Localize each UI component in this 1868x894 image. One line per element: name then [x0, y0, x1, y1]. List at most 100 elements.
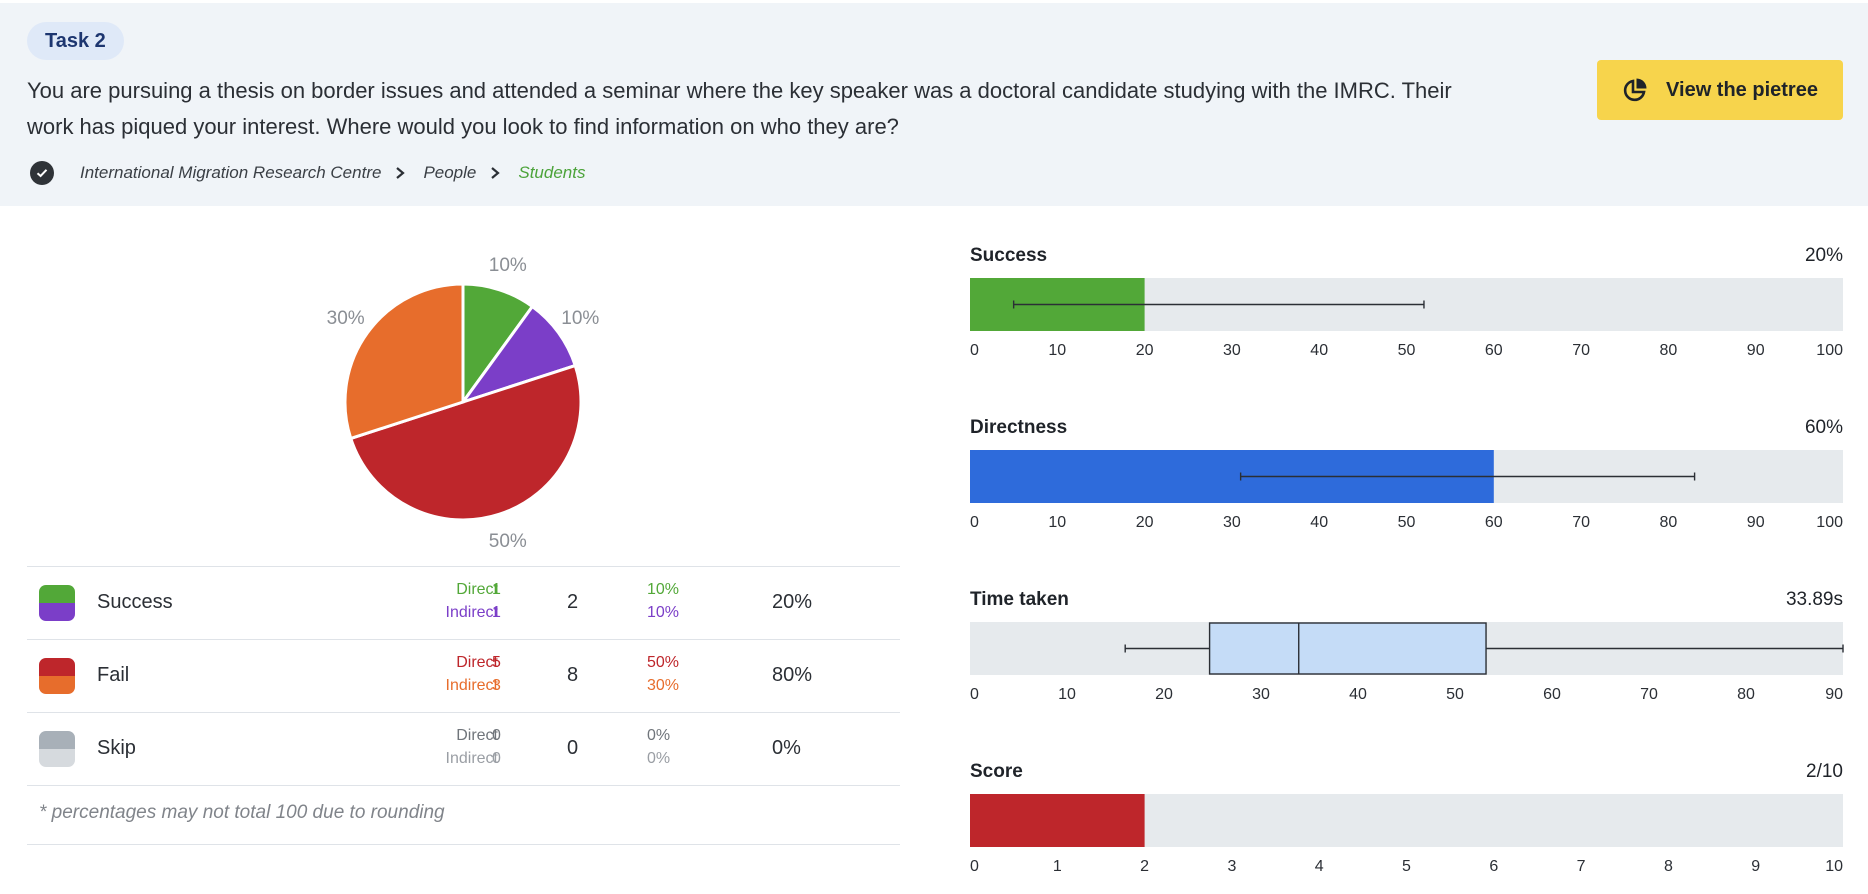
axis-tick-label: 40	[1310, 342, 1328, 359]
axis-tick-label: 20	[1155, 686, 1173, 703]
axis-tick-label: 90	[1825, 686, 1843, 703]
axis-tick-label: 50	[1398, 514, 1416, 531]
directness-metric: Directness 60% 0 10 20 30 40 50 60 70 80 90 100	[970, 417, 1843, 531]
score-bar-chart: 0 1 2 3 4 5 6 7 8 9 10	[970, 794, 1843, 875]
breadcrumb: International Migration Research Centre …	[30, 158, 585, 188]
pie-slice-fail-direct	[348, 363, 583, 522]
axis-tick-label: 0	[970, 686, 979, 703]
axis-tick-label: 40	[1349, 686, 1367, 703]
breadcrumb-current[interactable]: Students	[518, 163, 586, 182]
fail-swatch	[39, 658, 75, 694]
results-table: Success Direct Indirect 1 1 2 10% 10% 20…	[27, 566, 900, 845]
row-percent: 0%	[772, 737, 801, 759]
row-total: 2	[567, 591, 579, 613]
axis-tick-label: 10	[1048, 342, 1066, 359]
pie-slice-label: 50%	[489, 531, 527, 550]
pie-slice-label: 10%	[561, 308, 599, 329]
success-metric: Success 20% 0 10 20 30 40 50 60 70 80 90 100	[970, 245, 1843, 359]
view-pietree-button[interactable]: View the pietree	[1597, 60, 1843, 120]
breadcrumb-item[interactable]: International Migration Research Centre	[80, 163, 382, 182]
value-bar	[970, 794, 1145, 847]
pie-slice-fail-indirect	[343, 282, 465, 441]
indirect-count: 0	[492, 750, 501, 767]
task-question-line-1: You are pursuing a thesis on border issu…	[27, 78, 1452, 103]
swatch-direct	[39, 731, 75, 749]
chevron-right-icon	[395, 166, 407, 180]
axis-tick-label: 3	[1227, 858, 1236, 875]
success-bar-chart: 0 10 20 30 40 50 60 70 80 90 100	[970, 278, 1843, 359]
rounding-footnote: * percentages may not total 100 due to r…	[27, 785, 900, 845]
axis-tick-label: 6	[1489, 858, 1498, 875]
axis-tick-label: 20	[1136, 342, 1154, 359]
check-circle-icon	[30, 161, 54, 185]
axis-tick-label: 7	[1577, 858, 1586, 875]
metric-value: 2/10	[1806, 761, 1843, 782]
axis-tick-label: 70	[1572, 342, 1590, 359]
direct-label: Direct	[456, 581, 498, 598]
score-metric: Score 2/10 0 1 2 3 4 5 6 7 8 9 10	[970, 761, 1843, 875]
direct-percent: 10%	[647, 581, 680, 598]
task-badge: Task 2	[27, 22, 124, 60]
pie-chart-icon	[1622, 77, 1648, 103]
result-row-skip: Skip Direct Indirect 0 0 0 0% 0% 0%	[27, 712, 900, 785]
axis-tick-label: 70	[1572, 514, 1590, 531]
indirect-count: 1	[492, 604, 501, 621]
indirect-count: 3	[492, 677, 501, 694]
direct-label: Direct	[456, 727, 498, 744]
result-row-fail: Fail Direct Indirect 5 3 8 50% 30% 80%	[27, 639, 900, 712]
time-taken-box-plot: 0 10 20 30 40 50 60 70 80 90	[970, 622, 1844, 703]
axis-tick-label: 50	[1398, 342, 1416, 359]
time-taken-metric: Time taken 33.89s 0 10 20 30 40 50 60 70 80 90	[970, 589, 1844, 703]
metric-title: Directness	[970, 417, 1068, 438]
metric-value: 60%	[1804, 417, 1843, 438]
row-percent: 20%	[772, 591, 813, 613]
axis-tick-label: 20	[1136, 514, 1154, 531]
direct-count: 1	[492, 581, 501, 598]
indirect-percent: 30%	[647, 677, 680, 694]
direct-count: 5	[492, 654, 501, 671]
view-pietree-label: View the pietree	[1666, 78, 1818, 101]
axis-tick-label: 40	[1310, 514, 1328, 531]
axis-tick-label: 90	[1747, 514, 1765, 531]
axis-tick-label: 9	[1751, 858, 1760, 875]
axis-tick-label: 60	[1485, 514, 1503, 531]
indirect-label: Indirect	[445, 677, 498, 694]
result-row-success: Success Direct Indirect 1 1 2 10% 10% 20…	[27, 566, 900, 639]
axis-tick-label: 30	[1223, 514, 1241, 531]
breadcrumb-item[interactable]: People	[423, 163, 477, 182]
axis-tick-label: 50	[1446, 686, 1464, 703]
row-label: Fail	[97, 664, 130, 686]
indirect-label: Indirect	[445, 604, 498, 621]
error-bar	[1239, 472, 1696, 481]
direct-count: 0	[492, 727, 501, 744]
axis-tick-label: 60	[1485, 342, 1503, 359]
row-label: Success	[97, 591, 173, 613]
swatch-direct	[39, 658, 75, 676]
direct-label: Direct	[456, 654, 498, 671]
axis-tick-label: 10	[1825, 858, 1843, 875]
metric-value: 20%	[1804, 245, 1843, 266]
indirect-label: Indirect	[445, 750, 498, 767]
axis-tick-label: 2	[1140, 858, 1149, 875]
axis-tick-label: 5	[1402, 858, 1411, 875]
swatch-indirect	[39, 749, 75, 767]
row-total: 0	[567, 737, 579, 759]
axis-tick-label: 90	[1747, 342, 1765, 359]
axis-tick-label: 10	[1058, 686, 1076, 703]
row-total: 8	[567, 664, 579, 686]
skip-swatch	[39, 731, 75, 767]
row-label: Skip	[97, 737, 136, 759]
swatch-direct	[39, 585, 75, 603]
axis-tick-label: 80	[1660, 342, 1678, 359]
axis-tick-label: 0	[970, 342, 979, 359]
axis-tick-label: 8	[1664, 858, 1673, 875]
direct-percent: 0%	[647, 727, 671, 744]
error-bar	[1012, 300, 1425, 309]
axis-tick-label: 10	[1048, 514, 1066, 531]
pie-slice-label: 10%	[489, 255, 527, 276]
directness-bar-chart: 0 10 20 30 40 50 60 70 80 90 100	[970, 450, 1843, 531]
axis-tick-label: 0	[970, 858, 979, 875]
axis-tick-label: 0	[970, 514, 979, 531]
swatch-indirect	[39, 676, 75, 694]
metric-title: Score	[970, 761, 1023, 782]
